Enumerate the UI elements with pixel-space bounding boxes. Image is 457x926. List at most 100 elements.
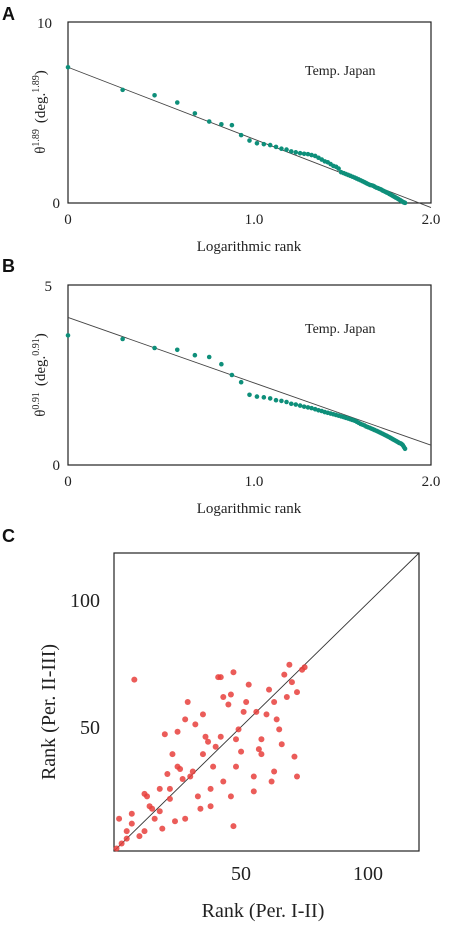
panel-c-data-point (263, 711, 270, 718)
panel-a-data-point (120, 87, 125, 93)
panel-c-data-point (177, 766, 184, 773)
panel-a-data-point (279, 146, 284, 151)
panel-b-fit-line (67, 316, 432, 446)
panel-c-xlabel: Rank (Per. I-II) (202, 900, 325, 922)
panel-c-data-point (235, 726, 242, 733)
panel-b-ylabel: θ0.91(deg.0.91) (31, 333, 49, 417)
panel-a-ylabel-base: θ (33, 147, 49, 154)
panel-a-data-point (301, 151, 307, 157)
panel-c-data-point (243, 699, 250, 705)
panel-c-data-point (230, 823, 237, 830)
panel-c-data-point (273, 716, 280, 723)
panel-c-data-point (189, 768, 196, 775)
panel-c-data-point (161, 731, 168, 738)
panel-b-data-point (219, 361, 224, 367)
panel-c-data-point (288, 679, 295, 686)
panel-b-data-point (206, 354, 212, 360)
panel-c-data-point (271, 768, 278, 775)
panel-a-data-point (254, 140, 260, 146)
panel-c-data-point (250, 788, 257, 795)
panel-c-data-point (156, 785, 163, 792)
panel-b-ylabel-exp: 0.91 (31, 392, 42, 410)
panel-c-data-point (151, 815, 158, 822)
panel-c-data-point (210, 763, 217, 770)
panel-a-data-point (229, 122, 235, 128)
panel-b-frame (67, 284, 432, 466)
panel-c-data-point (156, 808, 163, 815)
panel-a-data-point (305, 151, 311, 157)
panel-c-data-point (212, 743, 219, 750)
panel-c-data-point (276, 726, 283, 733)
panel-b-data-point (174, 347, 180, 353)
panel-c-data-point (225, 701, 232, 708)
panel-c-data-point (291, 753, 298, 760)
panel-c-data-point (197, 805, 204, 812)
panel-a-data-point (65, 64, 71, 70)
panel-a-data-point (192, 111, 198, 116)
panel-c-data-point (227, 691, 234, 698)
panel-b-xlabel: Logarithmic rank (197, 501, 302, 517)
panel-b-data-point (288, 401, 294, 407)
panel-c-data-point (217, 733, 224, 740)
panel-b-letter: B (2, 256, 15, 276)
panel-b-data-point (305, 405, 311, 410)
panel-a-data-point (293, 150, 299, 155)
panel-c-data-point (149, 805, 156, 812)
panel-b-data-point (301, 404, 307, 409)
panel-a-data-point (174, 100, 180, 105)
panel-c-data-point (294, 773, 300, 780)
panel-b-data-point (293, 402, 299, 407)
panel-c-data-point (194, 793, 201, 800)
panel-c-data-point (182, 815, 189, 822)
panel-a-ylabel-unit-exp: 1.89 (31, 75, 42, 93)
panel-c-data-point (205, 738, 212, 745)
panel-c-data-point (258, 751, 265, 758)
panel-c-ytick-50: 50 (80, 717, 100, 739)
panel-c-data-point (184, 699, 191, 705)
panel-b-data-point (65, 333, 71, 338)
panel-c-data-point (207, 803, 214, 810)
panel-c-data-point (192, 721, 199, 728)
panel-c-data-point (268, 778, 275, 785)
panel-c-data-point (166, 785, 173, 792)
panel-b-data-point (120, 336, 125, 342)
panel-b-xtick-1: 1.0 (245, 474, 264, 490)
panel-b-ylabel-unit-exp: 0.91 (31, 338, 42, 356)
panel-c-data-point (294, 689, 300, 696)
panel-c-data-point (255, 746, 262, 753)
panel-c-data-point (169, 751, 176, 758)
panel-a: A 10 0 0 1.0 2.0 Logarithmic rank Temp. … (2, 4, 440, 255)
panel-b-annotation: Temp. Japan (305, 322, 376, 337)
panel-c-data-point (179, 775, 186, 782)
panel-b-data-point (267, 396, 273, 401)
panel-b: B 5 0 0 1.0 2.0 Logarithmic rank Temp. J… (2, 256, 440, 517)
panel-a-ylabel-exp: 1.89 (31, 129, 42, 147)
panel-b-data-point (238, 379, 244, 385)
panel-c-data-point (141, 828, 148, 835)
panel-b-points (65, 333, 408, 452)
panel-b-data-point (229, 372, 235, 378)
panel-a-ylabel-unit: (deg. (33, 93, 49, 123)
panel-a-ylabel-close: ) (33, 70, 49, 75)
panel-a-data-point (219, 121, 224, 127)
panel-c-data-point (123, 835, 130, 842)
panel-a-data-point (206, 119, 212, 124)
panel-c-points (113, 661, 308, 852)
panel-c-data-point (164, 771, 171, 778)
panel-c-data-point (271, 699, 278, 705)
panel-c-data-point (207, 785, 214, 792)
panel-b-xtick-0: 0 (64, 474, 72, 490)
panel-b-data-point (284, 399, 289, 405)
panel-a-data-point (247, 138, 252, 143)
panel-c-xtick-100: 100 (353, 863, 383, 885)
panel-c-data-point (245, 681, 252, 688)
panel-b-ytick-bottom: 0 (53, 458, 61, 474)
panel-b-data-point (402, 446, 408, 452)
panel-c-data-point (113, 845, 120, 852)
panel-c-data-point (174, 728, 181, 735)
panel-a-data-point (238, 132, 244, 138)
panel-c-data-point (240, 708, 247, 715)
panel-c-data-point (227, 793, 234, 800)
panel-a-data-point (261, 141, 267, 147)
panel-a-data-point (152, 93, 157, 98)
